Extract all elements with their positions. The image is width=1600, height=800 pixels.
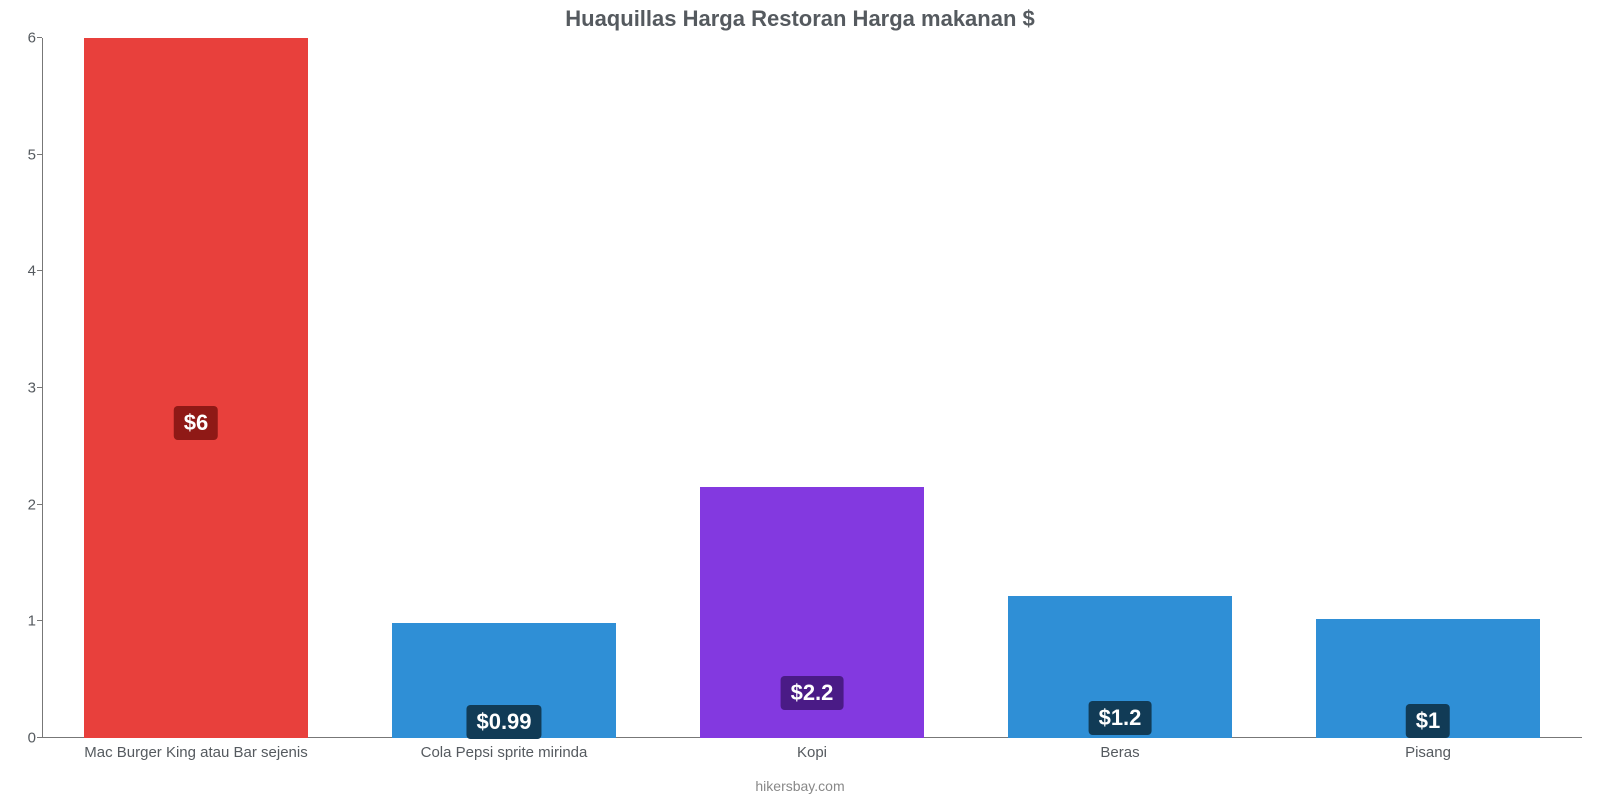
y-tick-mark: [37, 154, 42, 155]
x-tick-label: Kopi: [797, 738, 827, 761]
y-tick-label: 2: [28, 496, 42, 513]
value-badge: $1.2: [1089, 701, 1152, 735]
plot-area: 0123456Mac Burger King atau Bar sejenis$…: [42, 38, 1582, 738]
chart-title: Huaquillas Harga Restoran Harga makanan …: [0, 0, 1600, 32]
bar-chart: Huaquillas Harga Restoran Harga makanan …: [0, 0, 1600, 800]
x-tick-label: Mac Burger King atau Bar sejenis: [84, 738, 307, 761]
y-tick-label: 4: [28, 263, 42, 280]
y-tick-mark: [37, 504, 42, 505]
y-tick-mark: [37, 270, 42, 271]
value-badge: $1: [1406, 704, 1450, 738]
x-tick-label: Beras: [1100, 738, 1139, 761]
y-tick-mark: [37, 387, 42, 388]
x-tick-label: Pisang: [1405, 738, 1451, 761]
y-axis: [42, 38, 43, 738]
y-tick-label: 0: [28, 730, 42, 747]
value-badge: $0.99: [466, 705, 541, 739]
y-tick-label: 3: [28, 380, 42, 397]
value-badge: $2.2: [781, 676, 844, 710]
y-tick-mark: [37, 37, 42, 38]
y-tick-label: 5: [28, 146, 42, 163]
chart-source: hikersbay.com: [755, 778, 844, 794]
y-tick-label: 1: [28, 613, 42, 630]
y-tick-mark: [37, 620, 42, 621]
bar: [84, 38, 309, 738]
x-tick-label: Cola Pepsi sprite mirinda: [421, 738, 588, 761]
value-badge: $6: [174, 406, 218, 440]
y-tick-mark: [37, 737, 42, 738]
y-tick-label: 6: [28, 30, 42, 47]
